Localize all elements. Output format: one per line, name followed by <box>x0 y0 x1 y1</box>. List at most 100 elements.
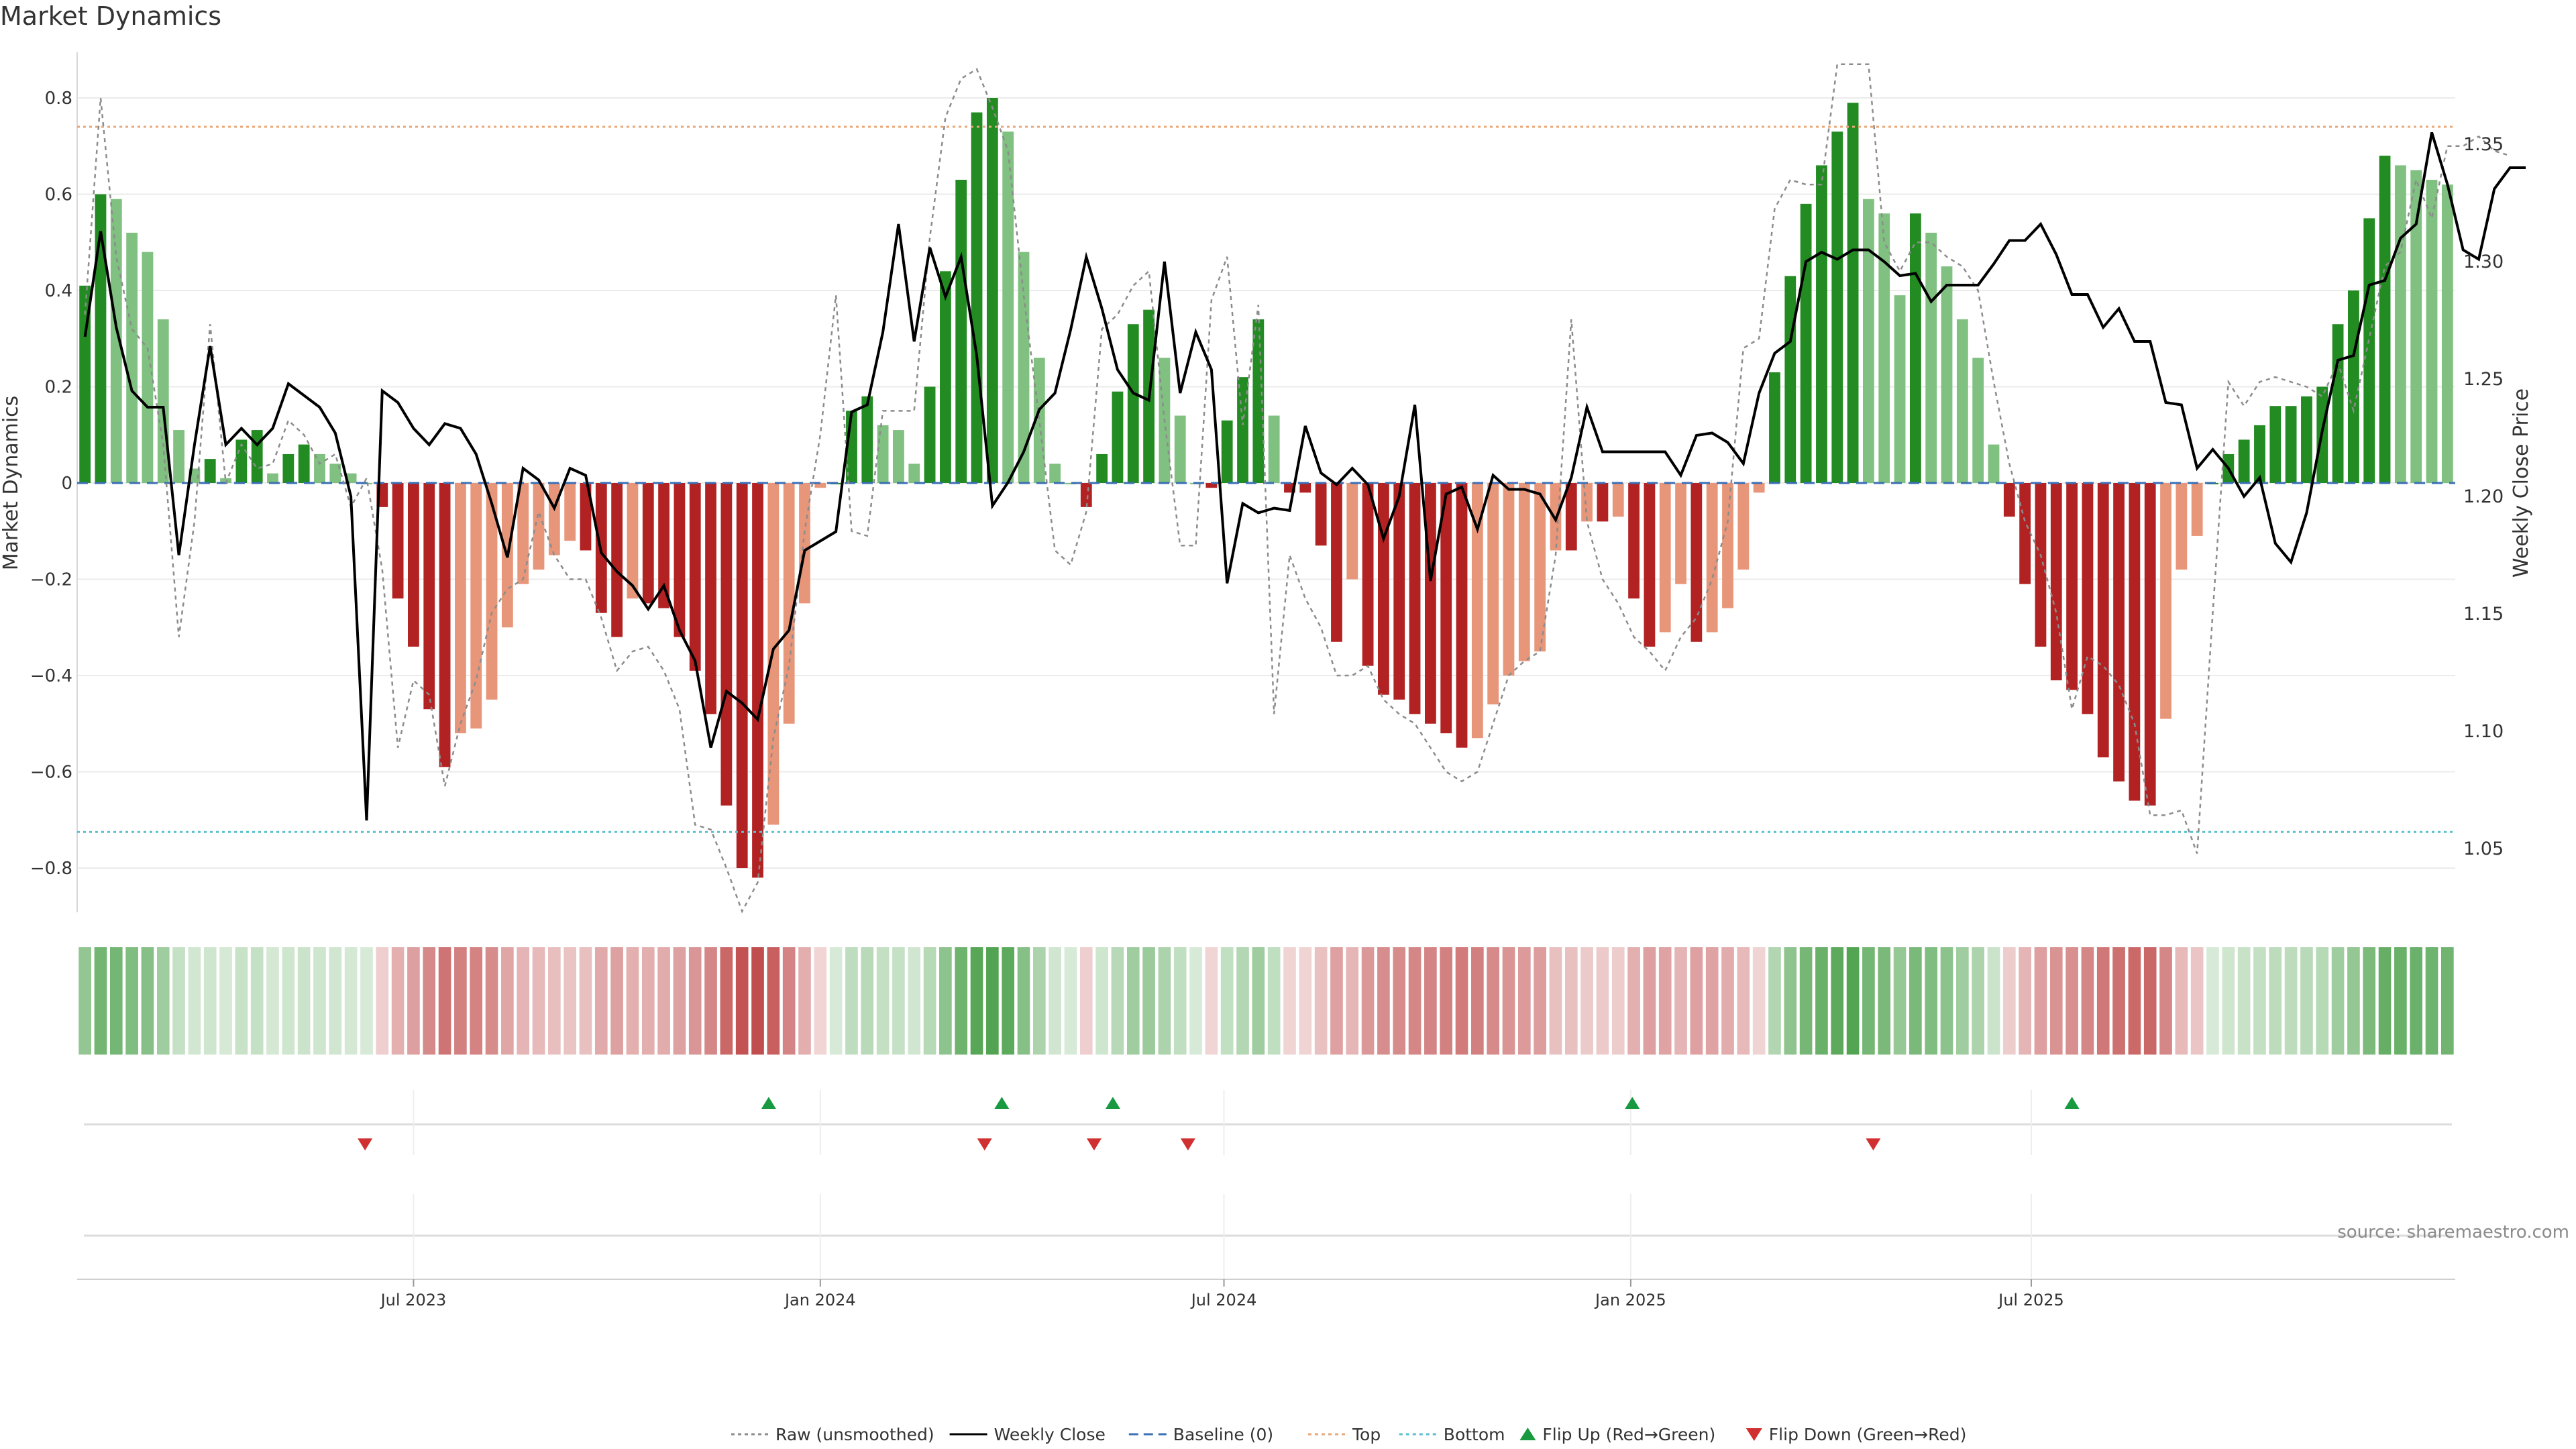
heat-strip-cell <box>454 947 467 1055</box>
heat-strip-cell <box>1205 947 1218 1055</box>
heat-strip-cell <box>282 947 295 1055</box>
market-dynamics-bar <box>1096 453 1108 483</box>
heat-strip-cell <box>1517 947 1531 1055</box>
heat-strip-cell <box>720 947 733 1055</box>
market-dynamics-bar <box>564 483 576 541</box>
heat-strip-cell <box>1831 947 1844 1055</box>
heat-strip-cell <box>751 947 764 1055</box>
flip-down-marker <box>1180 1138 1195 1150</box>
weekly-close-line <box>83 131 2526 821</box>
heat-strip-cell <box>704 947 717 1055</box>
market-dynamics-bar <box>2379 156 2391 483</box>
market-dynamics-bar <box>2285 406 2297 483</box>
market-dynamics-bar <box>2082 483 2094 714</box>
y-tick-label: −0.4 <box>30 666 72 686</box>
heat-strip-cell <box>1330 947 1343 1055</box>
heat-strip-cell <box>517 947 530 1055</box>
heat-strip-cell <box>1079 947 1093 1055</box>
heat-strip-cell <box>1815 947 1828 1055</box>
market-dynamics-bar <box>1331 483 1342 642</box>
legend-label: Flip Down (Green→Red) <box>1769 1425 1967 1444</box>
y2-tick-label: 1.30 <box>2463 252 2504 272</box>
heat-strip-cell <box>641 947 655 1055</box>
market-dynamics-bar <box>689 483 701 671</box>
heat-strip-cell <box>2049 947 2063 1055</box>
heat-strip-cell <box>876 947 890 1055</box>
market-dynamics-bar <box>1706 483 1718 633</box>
heat-strip-cell <box>2284 947 2298 1055</box>
flip-up-marker <box>994 1097 1010 1109</box>
heat-strip-cell <box>532 947 545 1055</box>
market-dynamics-bar <box>423 483 435 710</box>
y-tick-label: 0.8 <box>45 89 72 109</box>
market-dynamics-bar <box>1346 483 1358 580</box>
heat-strip-cell <box>986 947 999 1055</box>
heat-strip-cell <box>235 947 248 1055</box>
y-axis-label: Market Dynamics <box>0 396 23 571</box>
market-dynamics-bar <box>1456 483 1468 748</box>
market-dynamics-bar <box>455 483 466 734</box>
market-dynamics-bar <box>439 483 451 767</box>
heat-strip-cell <box>438 947 451 1055</box>
heat-strip-cell <box>360 947 373 1055</box>
market-dynamics-bar <box>2144 483 2156 806</box>
market-dynamics-bar <box>2410 170 2422 483</box>
flip-down-marker <box>1086 1138 1102 1150</box>
heat-strip-cell <box>329 947 342 1055</box>
heat-strip-cell <box>2222 947 2235 1055</box>
heat-strip-cell <box>2128 947 2141 1055</box>
heat-strip-cell <box>1643 947 1656 1055</box>
market-dynamics-bar <box>1424 483 1436 724</box>
x-tick-label: Jan 2024 <box>784 1291 856 1309</box>
market-dynamics-bar <box>2113 483 2125 782</box>
market-dynamics-bar <box>392 483 404 599</box>
legend-item: Weekly Close <box>949 1425 1106 1444</box>
heat-strip-cell <box>798 947 811 1055</box>
heat-strip-cell <box>1111 947 1124 1055</box>
market-dynamics-bar <box>1659 483 1671 633</box>
heat-strip-cell <box>939 947 952 1055</box>
heat-strip-cell <box>266 947 279 1055</box>
y-tick-label: 0.6 <box>45 185 72 205</box>
heat-strip-cell <box>1956 947 1969 1055</box>
y2-tick-label: 1.15 <box>2463 604 2504 625</box>
market-dynamics-bar <box>157 319 169 483</box>
market-dynamics-bar <box>533 483 545 570</box>
heat-strip-cell <box>1627 947 1640 1055</box>
heat-strip-cell <box>1064 947 1077 1055</box>
heat-strip-cell <box>203 947 217 1055</box>
market-dynamics-bar <box>1941 266 1953 483</box>
source-credit: source: sharemaestro.com <box>2337 1222 2569 1242</box>
market-dynamics-bar <box>2160 483 2171 719</box>
market-dynamics-bar <box>2348 290 2359 483</box>
market-dynamics-bar <box>1894 295 1906 483</box>
flip-up-marker <box>2064 1097 2080 1109</box>
market-dynamics-bar <box>1315 483 1327 546</box>
y-tick-label: −0.2 <box>30 570 72 590</box>
heat-strip-cell <box>829 947 843 1055</box>
raw-series-line <box>84 63 2510 914</box>
heat-strip-cell <box>1346 947 1359 1055</box>
legend-label: Flip Up (Red→Green) <box>1542 1425 1715 1444</box>
heat-strip-cell <box>1408 947 1421 1055</box>
chart-title: Market Dynamics <box>0 1 222 31</box>
heat-strip-cell <box>2065 947 2078 1055</box>
heat-strip-cell <box>2425 947 2438 1055</box>
heat-strip-cell <box>845 947 858 1055</box>
market-dynamics-bar <box>2176 483 2188 570</box>
heat-strip-cell <box>1095 947 1108 1055</box>
x-tick-label: Jul 2023 <box>380 1291 447 1309</box>
heat-strip-cell <box>1580 947 1593 1055</box>
market-dynamics-bar <box>1049 464 1061 483</box>
market-dynamics-bar <box>2097 483 2109 757</box>
market-dynamics-bar <box>1362 483 1374 666</box>
heat-strip-cell <box>1424 947 1437 1055</box>
heat-strip-cell <box>1658 947 1672 1055</box>
heat-strip-cell <box>1361 947 1375 1055</box>
heat-strip-cell <box>2347 947 2360 1055</box>
y2-tick-label: 1.05 <box>2463 839 2504 859</box>
y-tick-label: 0.4 <box>45 281 72 301</box>
heat-strip-cell <box>2300 947 2313 1055</box>
market-dynamics-bar <box>2238 439 2250 483</box>
market-dynamics-bar <box>720 483 733 806</box>
